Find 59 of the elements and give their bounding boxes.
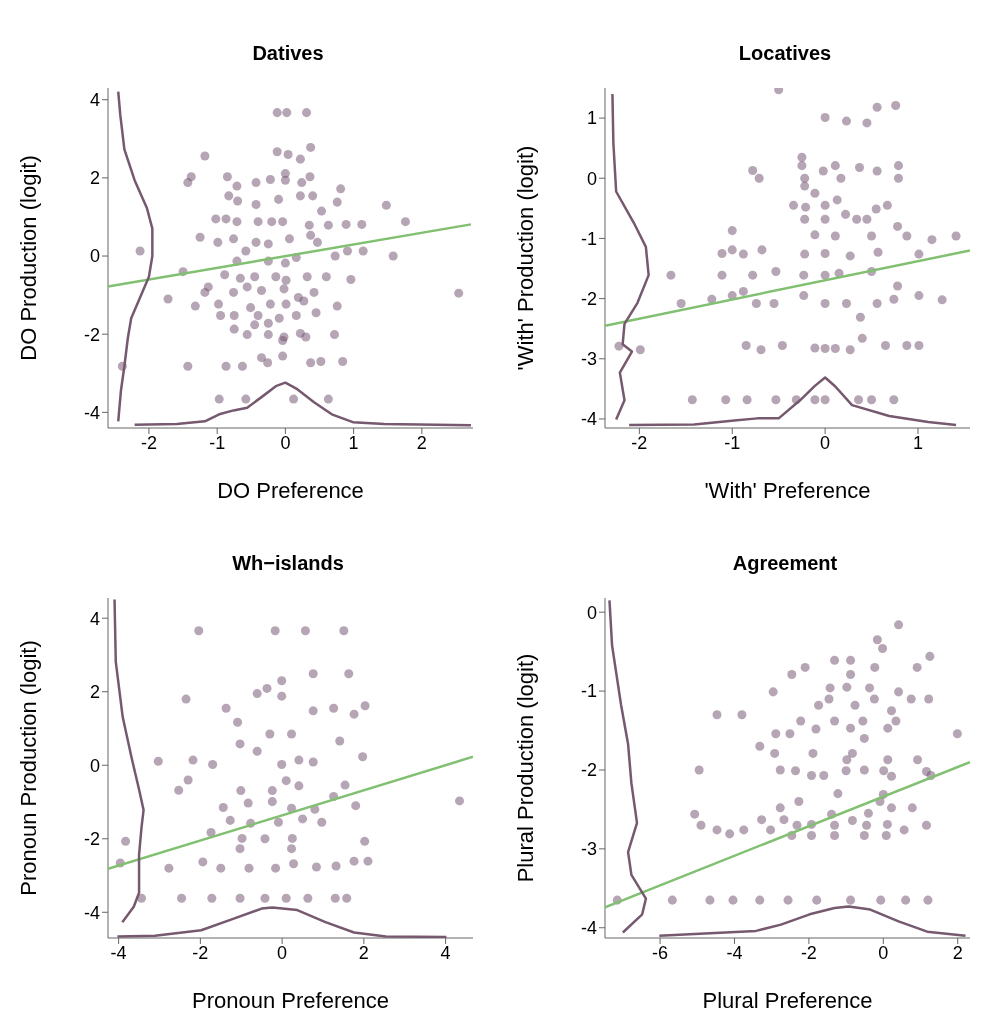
y-tick-label: -4: [580, 409, 597, 430]
y-tick-label: 0: [586, 602, 597, 623]
x-tick-label: 2: [358, 942, 369, 963]
x-tick-label: 2: [952, 942, 963, 963]
x-tick-label: -6: [652, 942, 669, 963]
x-tick-label: -2: [631, 432, 648, 453]
x-tick-label: -1: [209, 432, 226, 453]
y-tick-label: -1: [580, 681, 597, 702]
line-series: [133, 381, 473, 427]
y-tick-label: 4: [89, 90, 100, 111]
chart-title: Datives: [251, 41, 325, 66]
y-tick-label: -1: [580, 228, 597, 249]
y-tick-label: 0: [89, 755, 100, 776]
y-tick-label: -3: [580, 349, 597, 370]
x-tick-label: 0: [820, 432, 831, 453]
line-series: [627, 376, 958, 427]
y-axis-title: DO Production (logit): [15, 155, 41, 361]
x-axis-title: DO Preference: [217, 478, 364, 503]
y-axis-title: Pronoun Production (logit): [15, 640, 41, 896]
y-tick-label: 0: [586, 168, 597, 189]
line-series: [116, 90, 154, 423]
x-tick-label: 0: [280, 432, 291, 453]
x-tick-label: 2: [416, 432, 427, 453]
y-tick-label: 4: [89, 608, 100, 629]
y-tick-label: -3: [580, 839, 597, 860]
line-series: [113, 598, 145, 924]
x-tick-label: 0: [878, 942, 889, 963]
x-tick-label: -4: [110, 942, 127, 963]
x-axis-title: Pronoun Preference: [192, 988, 389, 1013]
x-tick-label: 1: [348, 432, 359, 453]
x-tick-label: -1: [724, 432, 741, 453]
y-tick-label: -4: [83, 902, 100, 923]
y-tick-label: -2: [580, 289, 597, 310]
x-tick-label: 4: [440, 942, 451, 963]
y-axis-title: 'With' Production (logit): [512, 145, 538, 371]
y-tick-label: 0: [89, 246, 100, 267]
y-axis-title: Plural Production (logit): [512, 653, 538, 883]
line-series: [116, 906, 448, 938]
x-tick-label: 1: [912, 432, 923, 453]
chart-title: Wh−islands: [231, 551, 345, 576]
x-tick-label: -4: [726, 942, 743, 963]
line-series: [611, 92, 650, 421]
y-tick-label: -2: [83, 829, 100, 850]
y-tick-label: -4: [580, 918, 597, 939]
chart-title: Agreement: [731, 551, 839, 576]
x-tick-label: -2: [192, 942, 209, 963]
line-series: [608, 599, 648, 934]
x-tick-label: -2: [800, 942, 817, 963]
y-tick-label: -2: [580, 760, 597, 781]
x-tick-label: -2: [140, 432, 157, 453]
y-tick-label: 2: [89, 168, 100, 189]
x-axis-title: Plural Preference: [702, 988, 873, 1013]
x-axis-title: 'With' Preference: [704, 478, 871, 503]
x-tick-label: 0: [277, 942, 288, 963]
y-tick-label: -4: [83, 402, 100, 423]
y-tick-label: 2: [89, 682, 100, 703]
chart-title: Locatives: [737, 41, 833, 66]
y-tick-label: -2: [83, 324, 100, 345]
y-tick-label: 1: [586, 108, 597, 129]
